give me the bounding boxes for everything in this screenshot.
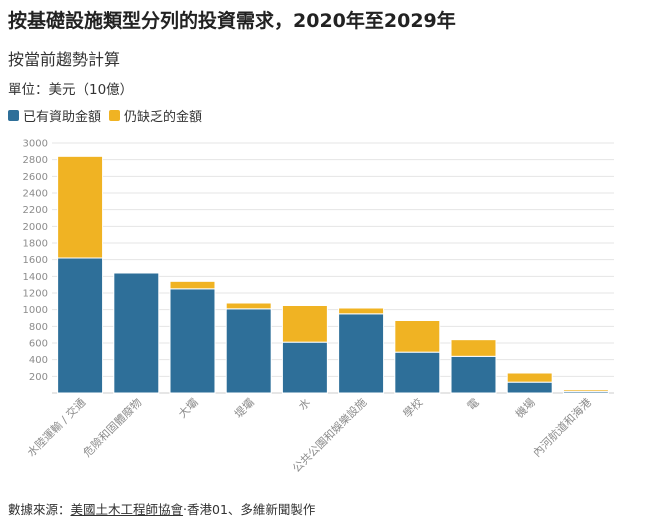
legend-label-funded: 已有資助金額 [23, 110, 102, 125]
bar-funded[interactable] [394, 351, 441, 394]
chart-subtitle: 按當前趨勢計算 [8, 50, 121, 69]
legend-item-gap[interactable]: 仍缺乏的金額 [109, 106, 202, 125]
y-tick-label: 2400 [23, 189, 48, 200]
legend: 已有資助金額 仍缺乏的金額 [8, 106, 210, 125]
x-tick-label: 水陸運輸 / 交通 [24, 395, 88, 459]
y-tick-label: 3000 [23, 139, 48, 150]
bar-gap[interactable] [57, 155, 104, 259]
bar-gap[interactable] [394, 320, 441, 353]
source-link[interactable]: 美國土木工程師協會 [70, 502, 184, 517]
x-tick-label: 危險和固體廢物 [80, 395, 144, 459]
bar-funded[interactable] [113, 272, 160, 394]
source-suffix: ‧香港01、多維新聞製作 [183, 502, 316, 517]
x-tick-label: 大壩 [175, 395, 200, 420]
chart-title: 按基礎設施類型分列的投資需求，2020年至2029年 [8, 10, 456, 32]
bar-funded[interactable] [225, 308, 272, 394]
bar-gap[interactable] [562, 389, 609, 392]
bar-gap[interactable] [506, 372, 553, 383]
bar-gap[interactable] [225, 302, 272, 310]
bar-chart: 200 400 600 800 1000 1200 1400 1600 1800 2000 2200… [23, 139, 614, 475]
y-tick-label: 1800 [23, 239, 48, 250]
x-tick-label: 電 [465, 396, 482, 413]
bar-gap[interactable] [338, 307, 385, 315]
y-tick-label: 2000 [23, 222, 48, 233]
y-tick-label: 2800 [23, 155, 48, 166]
source-label: 數據來源： [8, 502, 71, 517]
y-tick-label: 2600 [23, 172, 48, 183]
x-tick-label: 堤壩 [232, 396, 257, 421]
y-tick-label: 400 [29, 355, 48, 366]
x-tick-label: 水 [296, 396, 313, 413]
bar-gap[interactable] [281, 305, 328, 343]
x-tick-label: 機場 [512, 395, 537, 420]
bar-funded[interactable] [450, 355, 497, 394]
source-note: 數據來源：美國土木工程師協會‧香港01、多維新聞製作 [8, 499, 315, 518]
y-tick-label: 600 [29, 339, 48, 350]
y-tick-label: 1000 [23, 305, 48, 316]
x-tick-label: 學校 [400, 395, 425, 420]
legend-swatch-funded [8, 110, 19, 121]
y-tick-label: 1200 [23, 289, 48, 300]
y-tick-label: 1400 [23, 272, 48, 283]
legend-label-gap: 仍缺乏的金額 [124, 110, 203, 125]
y-tick-label: 800 [29, 322, 48, 333]
y-tick-label: 200 [29, 372, 48, 383]
bar-funded[interactable] [338, 313, 385, 394]
bar-funded[interactable] [57, 257, 104, 394]
bar-funded[interactable] [281, 341, 328, 394]
y-tick-label: 1600 [23, 255, 48, 266]
bar-gap[interactable] [450, 339, 497, 357]
bar-funded[interactable] [506, 381, 553, 394]
bar-gap[interactable] [169, 280, 216, 290]
unit-label: 單位：美元（10億） [8, 82, 134, 98]
y-tick-label: 2200 [23, 205, 48, 216]
legend-item-funded[interactable]: 已有資助金額 [8, 106, 101, 125]
x-tick-label: 內河航道和海港 [530, 395, 594, 459]
legend-swatch-gap [109, 110, 121, 121]
bar-funded[interactable] [169, 288, 216, 394]
